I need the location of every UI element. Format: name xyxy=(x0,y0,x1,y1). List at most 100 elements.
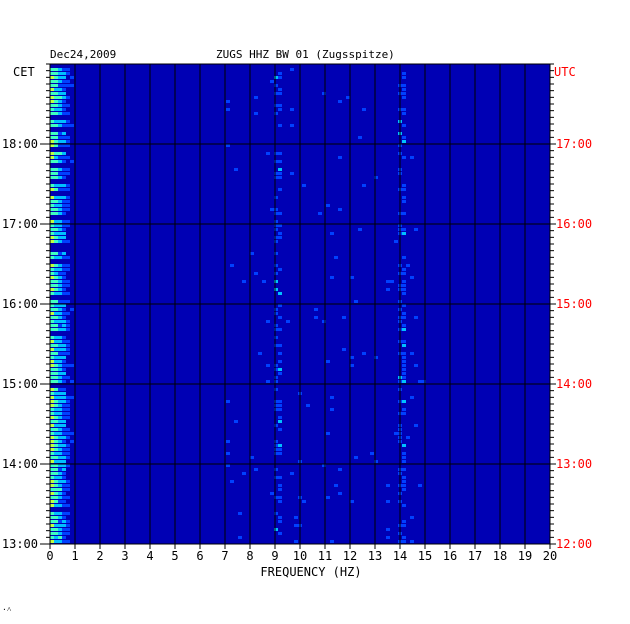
x-tick-label: 9 xyxy=(271,549,278,563)
spectrogram-cell xyxy=(50,536,54,539)
x-tick-label: 1 xyxy=(71,549,78,563)
spectrogram-cell xyxy=(66,344,70,347)
spectrogram-cell xyxy=(54,528,58,531)
spectrogram-cell xyxy=(278,236,282,239)
spectrogram-cell xyxy=(50,416,54,419)
spectrogram-cell xyxy=(50,76,54,79)
spectrogram-cell xyxy=(278,416,282,419)
spectrogram-cell xyxy=(54,492,58,495)
spectrogram-cell xyxy=(402,372,406,375)
spectrogram-cell xyxy=(58,312,62,315)
spectrogram-cell xyxy=(66,300,70,303)
spectrogram-cell xyxy=(402,124,406,127)
date-label: Dec24,2009 xyxy=(50,48,117,61)
spectrogram-cell xyxy=(54,532,58,535)
spectrogram-cell xyxy=(54,152,58,155)
spectrogram-cell xyxy=(338,468,342,471)
spectrogram-cell xyxy=(50,268,54,271)
spectrogram-cell xyxy=(54,352,58,355)
spectrogram-cell xyxy=(274,512,278,515)
spectrogram-cell xyxy=(54,388,58,391)
spectrogram-cell xyxy=(274,84,278,87)
spectrogram-cell xyxy=(62,364,66,367)
spectrogram-cell xyxy=(58,120,62,123)
spectrogram-cell xyxy=(62,88,66,91)
spectrogram-cell xyxy=(62,500,66,503)
spectrogram-cell xyxy=(54,408,58,411)
spectrogram-cell xyxy=(58,96,62,99)
spectrogram-cell xyxy=(66,512,70,515)
spectrogram-cell xyxy=(330,276,334,279)
spectrogram-cell xyxy=(402,188,406,191)
spectrogram-cell xyxy=(50,228,54,231)
spectrogram-cell xyxy=(66,432,70,435)
y-tick-label-utc: 14:00 xyxy=(556,377,592,391)
spectrogram-cell xyxy=(50,124,54,127)
spectrogram-cell xyxy=(66,504,70,507)
spectrogram-cell xyxy=(62,252,66,255)
spectrogram-cell xyxy=(402,504,406,507)
spectrogram-cell xyxy=(278,232,282,235)
spectrogram-cell xyxy=(402,156,406,159)
spectrogram-cell xyxy=(322,320,326,323)
spectrogram-cell xyxy=(50,312,54,315)
spectrogram-cell xyxy=(50,232,54,235)
spectrogram-cell xyxy=(330,396,334,399)
spectrogram-cell xyxy=(54,72,58,75)
spectrogram-cell xyxy=(62,168,66,171)
spectrogram-cell xyxy=(54,480,58,483)
spectrogram-cell xyxy=(274,160,278,163)
spectrogram-cell xyxy=(66,284,70,287)
spectrogram-cell xyxy=(334,256,338,259)
spectrogram-cell xyxy=(402,364,406,367)
spectrogram-cell xyxy=(62,272,66,275)
spectrogram-cell xyxy=(54,124,58,127)
spectrogram-cell xyxy=(66,480,70,483)
spectrogram-cell xyxy=(66,408,70,411)
spectrogram-cell xyxy=(350,276,354,279)
spectrogram-cell xyxy=(58,268,62,271)
spectrogram-cell xyxy=(66,184,70,187)
spectrogram-cell xyxy=(402,480,406,483)
spectrogram-cell xyxy=(58,524,62,527)
spectrogram-cell xyxy=(54,204,58,207)
spectrogram-cell xyxy=(50,468,54,471)
spectrogram-cell xyxy=(338,156,342,159)
spectrogram-cell xyxy=(66,264,70,267)
spectrogram-cell xyxy=(66,136,70,139)
spectrogram-cell xyxy=(54,484,58,487)
spectrogram-cell xyxy=(62,504,66,507)
spectrogram-cell xyxy=(54,348,58,351)
spectrogram-cell xyxy=(62,124,66,127)
spectrogram-cell xyxy=(66,396,70,399)
spectrogram-cell xyxy=(50,512,54,515)
spectrogram-cell xyxy=(66,120,70,123)
spectrogram-cell xyxy=(274,288,278,291)
spectrogram-cell xyxy=(402,304,406,307)
spectrogram-cell xyxy=(54,436,58,439)
spectrogram-cell xyxy=(386,500,390,503)
spectrogram-cell xyxy=(50,420,54,423)
spectrogram-cell xyxy=(278,212,282,215)
spectrogram-cell xyxy=(274,336,278,339)
spectrogram-cell xyxy=(402,96,406,99)
spectrogram-cell xyxy=(50,444,54,447)
station-title: ZUGS HHZ BW 01 (Zugsspitze) xyxy=(216,48,395,61)
spectrogram-cell xyxy=(66,224,70,227)
spectrogram-cell xyxy=(266,152,270,155)
spectrogram-cell xyxy=(274,452,278,455)
spectrogram-cell xyxy=(62,324,66,327)
spectrogram-cell xyxy=(402,232,406,235)
spectrogram-cell xyxy=(278,368,282,371)
spectrogram-cell xyxy=(58,292,62,295)
spectrogram-cell xyxy=(402,112,406,115)
spectrogram-cell xyxy=(50,284,54,287)
spectrogram-cell xyxy=(70,440,74,443)
spectrogram-cell xyxy=(50,436,54,439)
x-tick-label: 8 xyxy=(246,549,253,563)
spectrogram-cell xyxy=(418,484,422,487)
y-tick-label-cet: 14:00 xyxy=(2,457,38,471)
spectrogram-cell xyxy=(278,328,282,331)
spectrogram-cell xyxy=(50,348,54,351)
spectrogram-cell xyxy=(54,540,58,543)
